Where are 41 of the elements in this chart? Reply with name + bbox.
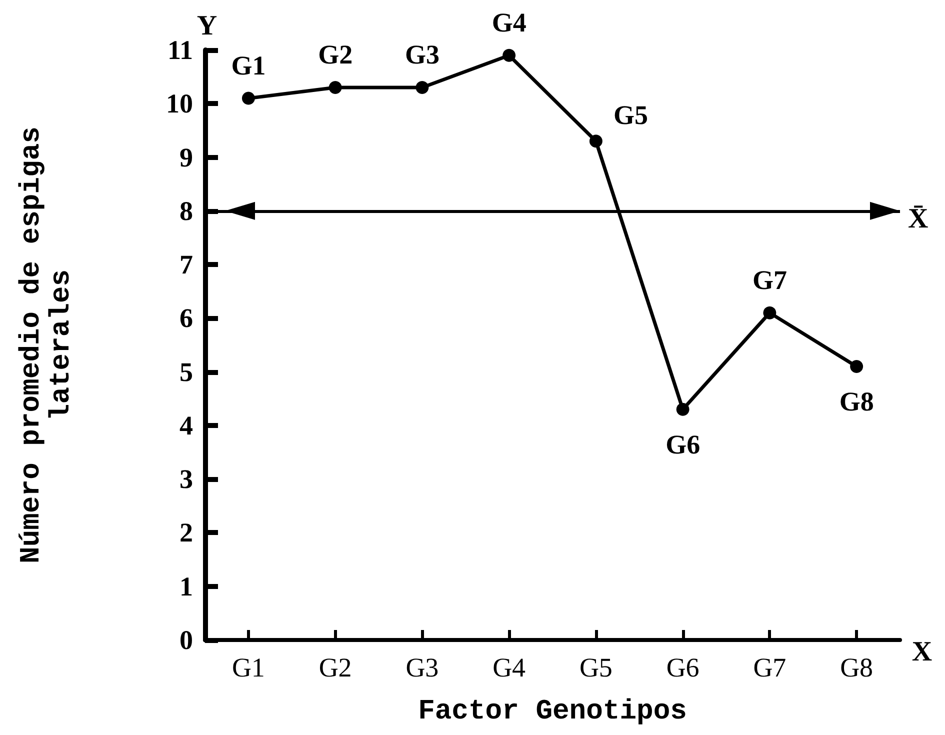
y-tick-label: 6: [180, 303, 193, 334]
data-label: G2: [318, 40, 353, 70]
x-tick-label: G5: [579, 652, 612, 682]
x-tick-label: G7: [753, 652, 786, 682]
point: [676, 402, 690, 416]
y-tick-label: 0: [180, 625, 193, 655]
data-label: G8: [839, 386, 874, 416]
y-tick-label: 7: [180, 250, 193, 280]
y-tick-label: 3: [180, 464, 193, 494]
data-label: G6: [666, 429, 700, 460]
y-axis-title: Número promedio de espigas laterales: [16, 126, 78, 564]
x-tick-label: G6: [666, 652, 700, 682]
x-tick-label: G1: [232, 652, 265, 682]
y-tick-label: 11: [167, 35, 193, 65]
data-label: G1: [231, 50, 266, 80]
text: X: [912, 636, 932, 668]
x-tick-label: G8: [840, 652, 874, 682]
y-tick-label: 8: [180, 196, 193, 226]
point: [502, 48, 516, 62]
y-tick-label: 2: [180, 518, 193, 548]
y-tick-label: 5: [180, 356, 193, 387]
point: [850, 360, 864, 373]
y-tick-label: 9: [180, 142, 193, 172]
point: [242, 92, 255, 105]
point: [416, 81, 429, 94]
point: [328, 81, 342, 94]
y-tick-label: 4: [180, 410, 193, 440]
x-axis-title: Factor Genotipos: [418, 696, 687, 728]
data-label: G7: [752, 264, 787, 295]
data-label: G3: [404, 40, 440, 70]
text: Y: [196, 10, 218, 42]
ref-line-label: X̄: [908, 203, 928, 234]
data-label: G4: [492, 7, 526, 38]
x-tick-label: G4: [492, 652, 526, 682]
x-tick-label: G2: [318, 652, 352, 682]
y-tick-label: 10: [166, 88, 193, 119]
point: [763, 306, 776, 320]
y-tick-label: 1: [180, 571, 193, 602]
data-label: G5: [613, 100, 648, 130]
x-tick-label: G3: [406, 652, 439, 682]
point: [589, 134, 602, 148]
